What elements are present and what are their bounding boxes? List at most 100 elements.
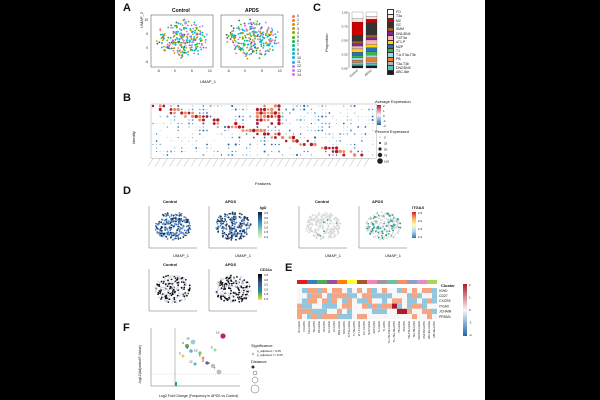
d-point [174,213,177,216]
dotplot-dot [317,129,320,132]
panel-label-f: F [123,322,130,334]
umap-a-point [170,41,173,44]
dotplot-dot [339,140,341,142]
dotplot-dot [192,137,194,138]
umap-a-point [232,29,235,32]
dotplot-dot [228,119,230,121]
umap-a-point [234,46,237,49]
umap-a-point [186,35,188,38]
d-point [392,228,395,230]
dotplot-dot [300,105,302,107]
dotplot-dot [217,150,219,153]
umap-a-point [253,33,255,36]
umap-a-point [235,52,237,55]
umap-a-point [173,47,176,49]
d-point [233,280,236,283]
dotplot-dot [350,126,352,128]
volcano-point [198,351,202,355]
d-point [172,297,174,300]
dotplot-dot [357,150,360,153]
umap-a-point [260,43,263,46]
dotplot-dot [282,119,283,121]
d-point [387,221,390,224]
d-point [239,235,242,238]
d-point [245,231,248,233]
heatmap-cell [347,288,352,294]
heatmap-cell [362,308,367,314]
d-point [229,212,232,215]
d-point [168,227,170,229]
d-point [185,294,188,297]
heatmap-col-label: aT1-P-Control [358,321,361,336]
dotplot-dot [296,105,298,107]
umap-a-point [195,24,197,27]
dotplot-dot [321,154,324,156]
dotplot-dot [156,154,157,156]
heatmap-cell [422,288,427,294]
d-point [243,297,246,299]
umap-a-point [239,47,242,49]
d-point [326,219,329,222]
umap-a-point [191,49,194,52]
heatmap-cell [392,303,397,309]
dotplot-dot [223,125,227,129]
dotplot-dot [195,111,198,115]
bar-c-xtick: APDS [364,69,373,77]
dotplot-dot [285,123,287,124]
d-point [221,283,223,286]
d-point [246,290,248,293]
umap-a-point [262,42,265,45]
d-point [397,230,400,233]
d-point [188,221,190,224]
d-point [180,293,183,296]
dotplot-dot [372,108,374,111]
d-point [226,223,228,226]
dotplot-dot [325,126,327,128]
d-point [231,211,234,214]
cluster-legend-item: 9 [292,52,301,56]
cluster-legend-item: 1 [292,18,301,22]
dotplot-dot [224,105,226,107]
d-point [231,213,234,215]
d-point [321,235,324,238]
umap-a-point [256,20,259,23]
heatmap-cell [382,298,387,304]
dotplot-xtick-mark [342,158,348,167]
umap-a-ytick: 5 [146,32,148,36]
d-point [240,297,243,300]
d-point [169,287,171,290]
d-point [187,228,190,231]
umap-a-point [262,37,265,39]
d-point [240,213,243,216]
umap-a-point [163,33,166,35]
heatmap-cell [367,314,372,320]
d-point [244,224,247,227]
umap-a-point [187,32,190,35]
d-point [182,281,185,284]
umap-a-point [248,36,251,39]
bar-c-xtick: Control [349,68,359,77]
umap-a-point [250,21,252,24]
d-point [223,217,226,220]
dotplot-dot [292,105,295,107]
bar-c-legend-label: FO [396,10,401,15]
cluster-legend-swatch [292,14,295,18]
umap-a-point [249,34,252,36]
umap-a-point [225,33,228,36]
heatmap-cell [377,293,382,299]
d-point [167,301,170,304]
cluster-legend-item: 2 [292,22,301,26]
dotplot-dot [270,143,273,146]
dotplot-dot [159,143,161,146]
dotplot-dot [210,130,211,131]
d-point [230,289,233,292]
umap-a-point [245,55,247,58]
dotplot-dot [349,150,353,153]
d-point [233,230,236,233]
umap-a-point [156,42,159,45]
umap-a-xtick: -5 [157,69,160,73]
dotplot-dot [350,105,352,107]
heatmap-col-label: T3a-APDS [313,321,316,333]
pct-label: 50 [384,147,388,151]
dotplot-dot [192,147,193,149]
